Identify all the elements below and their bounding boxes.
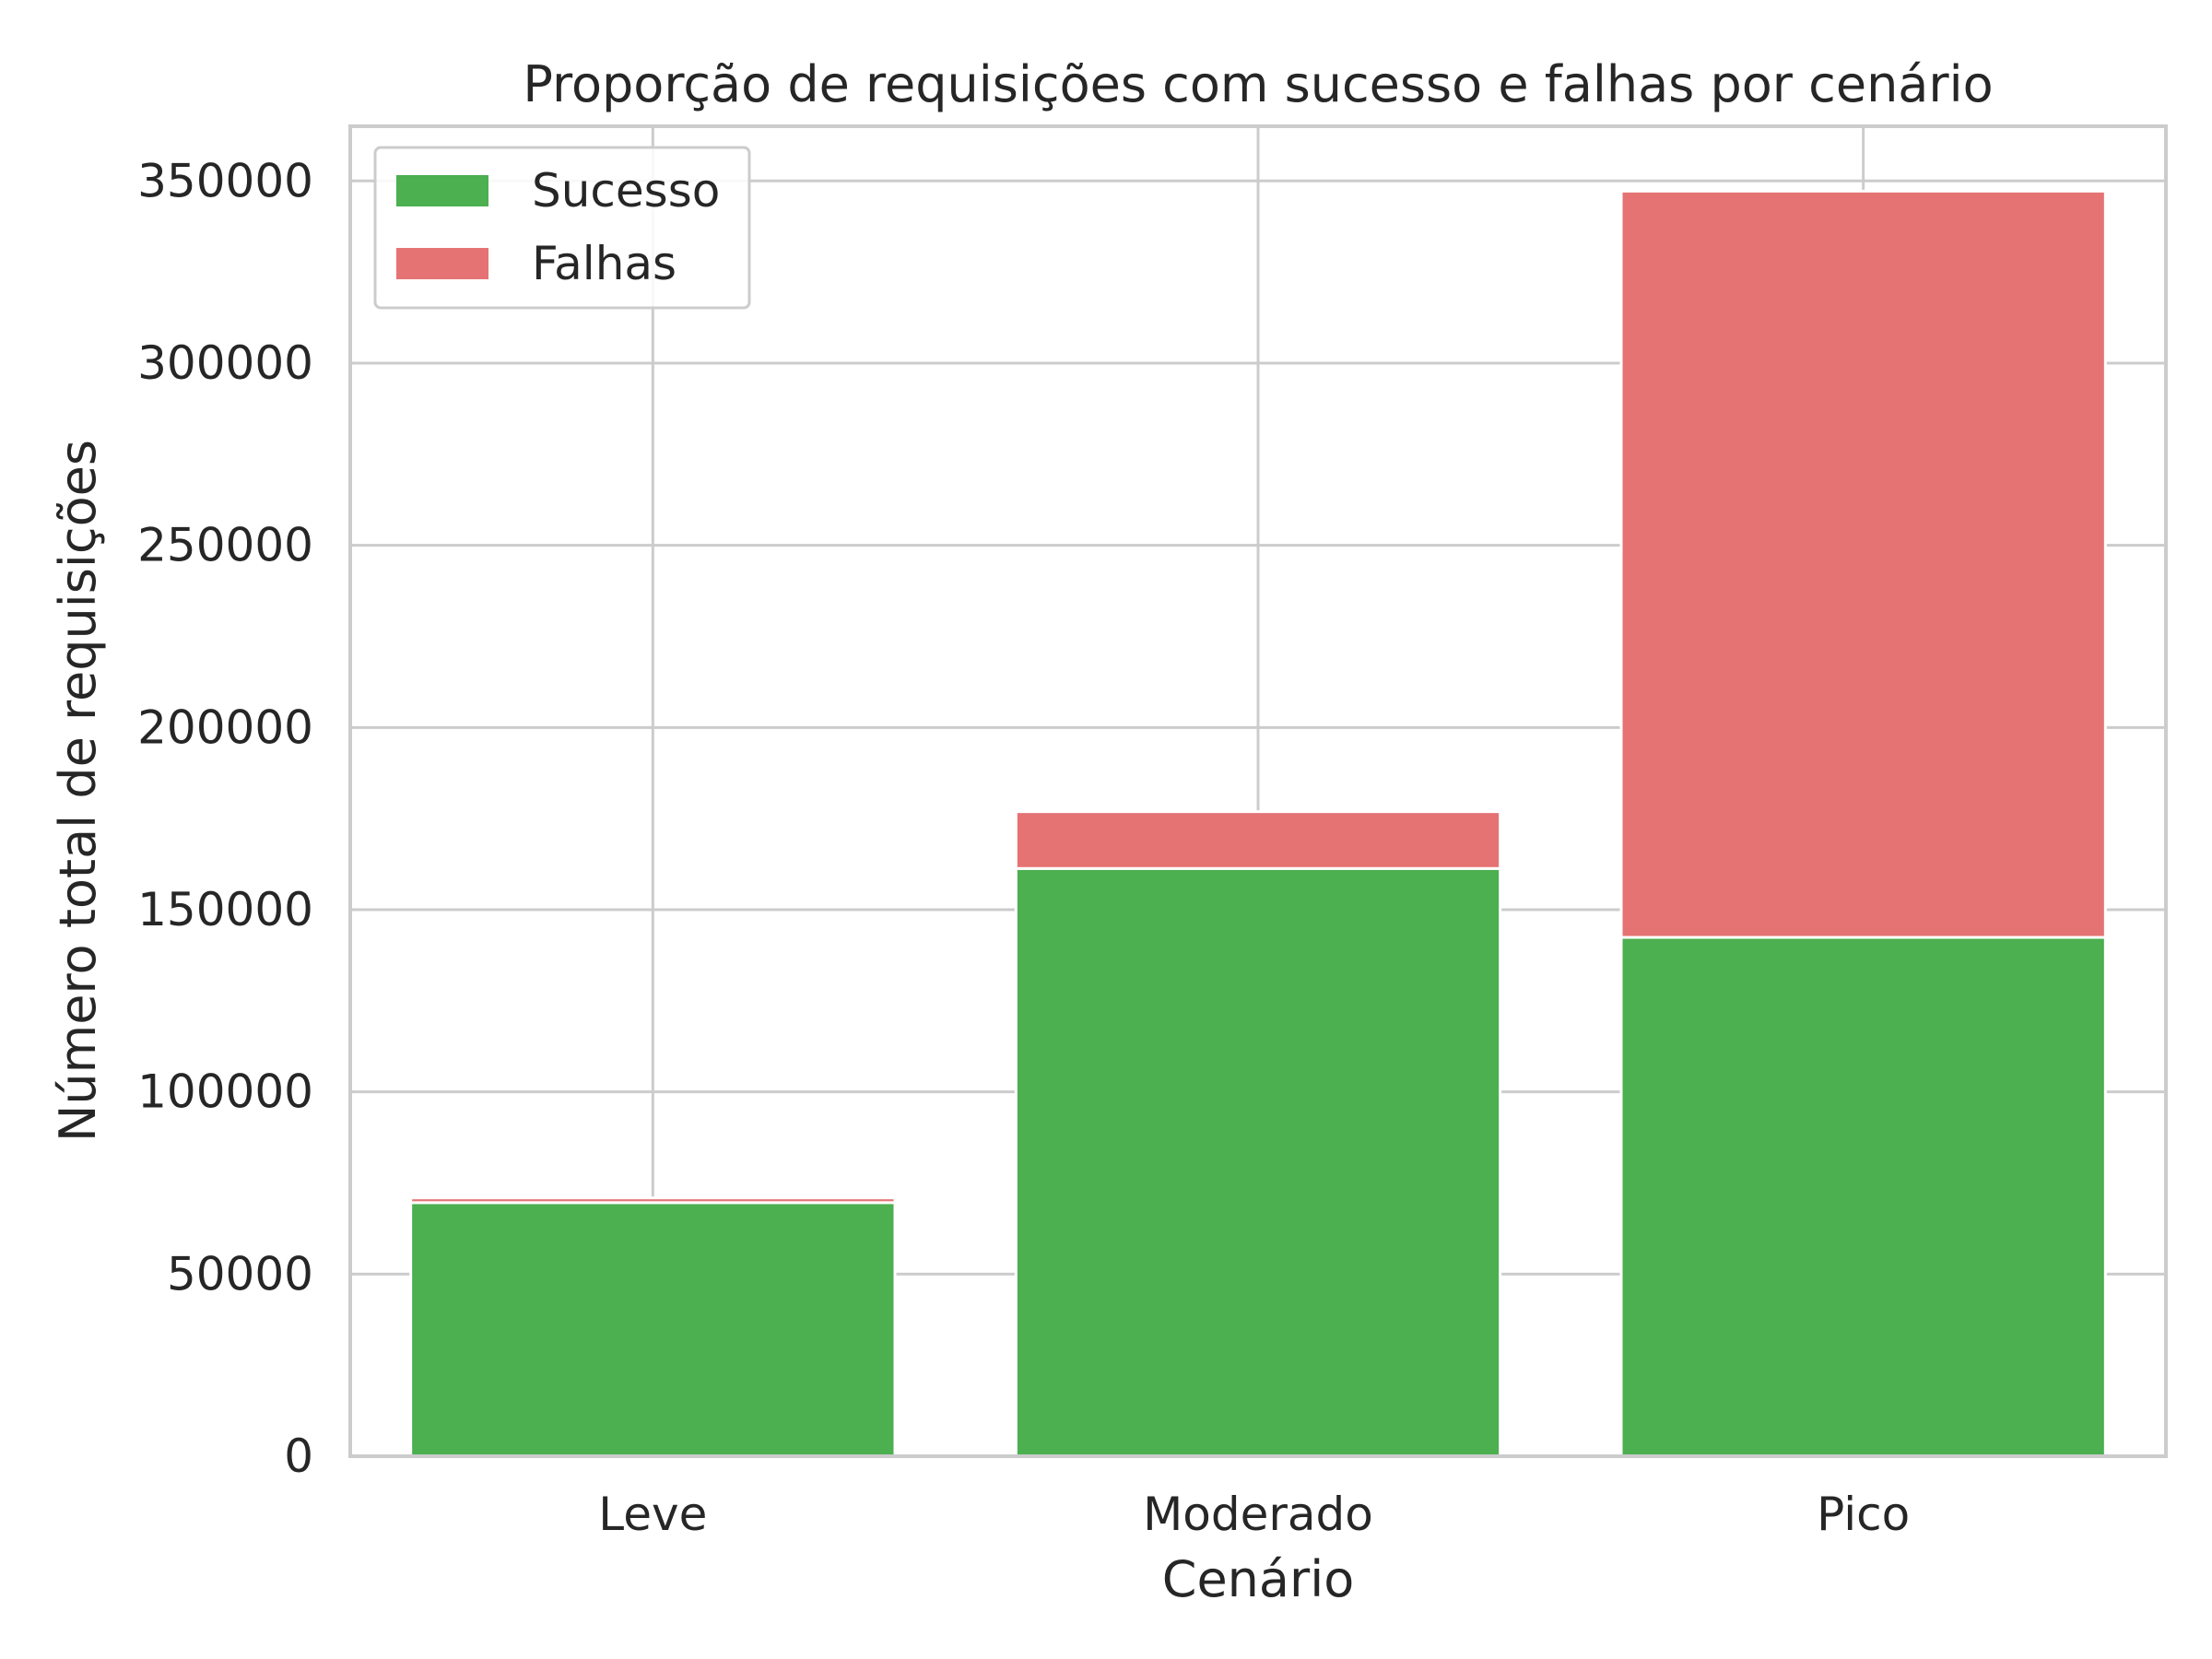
- x-tick-label-leve: Leve: [598, 1488, 707, 1541]
- x-tick-label-pico: Pico: [1817, 1488, 1910, 1541]
- x-tick-label-moderado: Moderado: [1143, 1488, 1373, 1541]
- y-tick-label: 150000: [137, 883, 313, 936]
- bar-sucesso-pico: [1619, 935, 2107, 1458]
- bar-falhas-leve: [409, 1196, 897, 1205]
- y-tick-label: 200000: [137, 700, 313, 754]
- y-axis-label: Número total de requisições: [49, 440, 107, 1142]
- y-tick-label: 300000: [137, 336, 313, 390]
- bar-falhas-pico: [1619, 189, 2107, 939]
- bar-sucesso-leve: [409, 1201, 897, 1458]
- legend-swatch-sucesso: [396, 175, 488, 206]
- y-tick-label: 50000: [167, 1247, 313, 1300]
- y-tick-label: 0: [284, 1430, 313, 1483]
- x-axis-label: Cenário: [1162, 1550, 1355, 1608]
- y-tick-label: 250000: [137, 519, 313, 572]
- plot-frame: [348, 124, 2168, 1458]
- legend-label-falhas: Falhas: [532, 237, 677, 290]
- chart-title: Proporção de requisições com sucesso e f…: [523, 55, 1993, 113]
- legend-label-sucesso: Sucesso: [532, 164, 720, 218]
- tick-labels: 0 50000 100000 150000 200000 250000 300000 3500…: [137, 154, 1910, 1541]
- legend-swatch-falhas: [396, 248, 488, 279]
- bars: [409, 189, 2107, 1458]
- y-tick-label: 350000: [137, 154, 313, 207]
- y-tick-label: 100000: [137, 1065, 313, 1119]
- legend: Sucesso Falhas: [373, 146, 751, 310]
- bar-falhas-moderado: [1014, 810, 1502, 870]
- bar-sucesso-moderado: [1014, 866, 1502, 1458]
